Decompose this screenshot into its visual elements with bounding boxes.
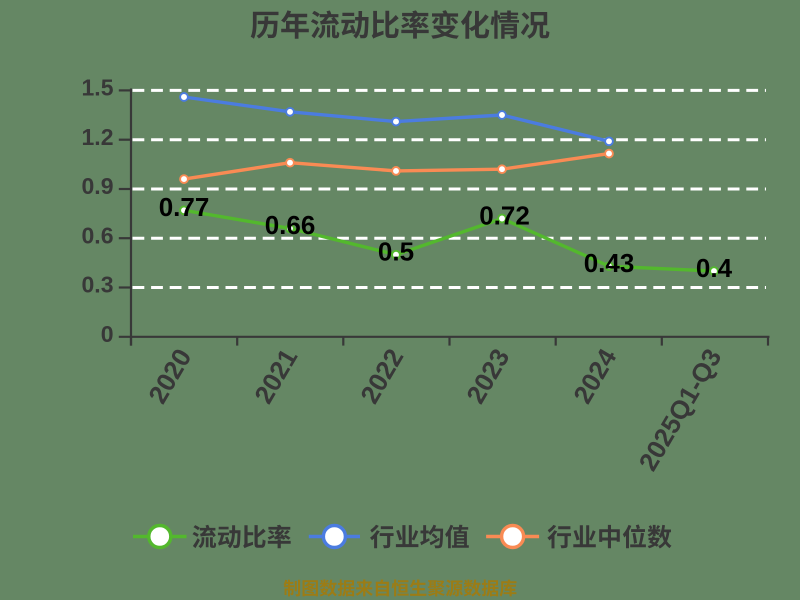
svg-text:1.2: 1.2 <box>82 124 114 150</box>
svg-text:0.6: 0.6 <box>82 222 114 248</box>
svg-text:0.72: 0.72 <box>479 200 530 230</box>
svg-text:0.43: 0.43 <box>584 248 635 278</box>
svg-text:0.5: 0.5 <box>378 237 414 267</box>
svg-text:0.9: 0.9 <box>82 173 114 199</box>
svg-text:0: 0 <box>101 321 114 347</box>
svg-text:1.5: 1.5 <box>82 75 114 101</box>
svg-text:0.66: 0.66 <box>265 210 316 240</box>
svg-text:0.77: 0.77 <box>159 192 210 222</box>
svg-text:0.3: 0.3 <box>82 272 114 298</box>
svg-text:0.4: 0.4 <box>696 253 733 283</box>
